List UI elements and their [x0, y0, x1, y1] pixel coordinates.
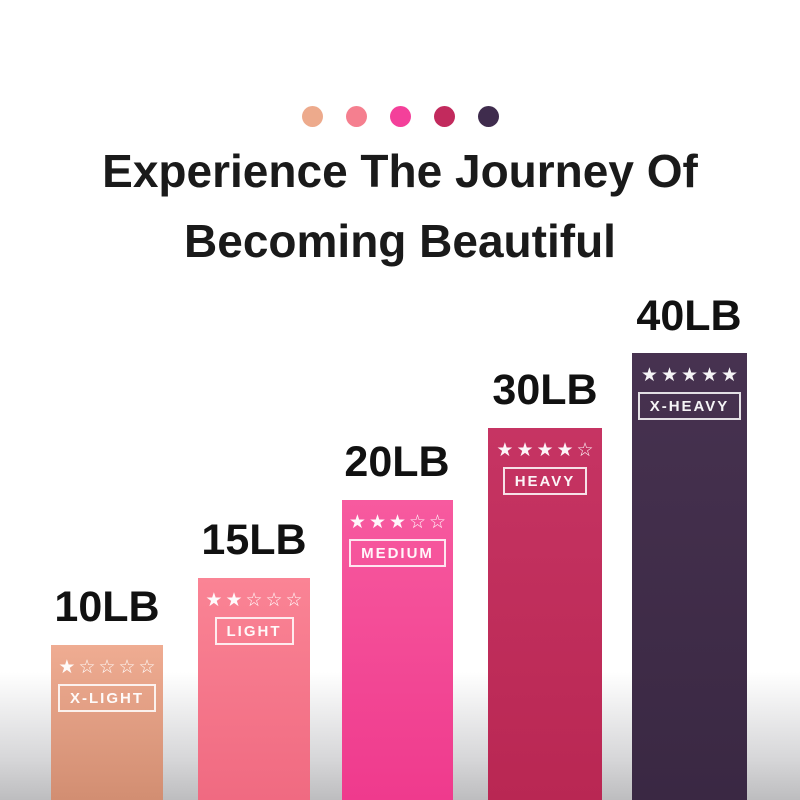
resistance-tag: X-HEAVY: [637, 392, 742, 420]
bar-weight-label-15lb: 15LB: [201, 516, 307, 564]
star-rating-icon: ★★★★★: [640, 364, 742, 386]
title-line-2: Becoming Beautiful: [184, 215, 616, 267]
star-rating-icon: ★★★☆☆: [348, 511, 450, 533]
resistance-tag: HEAVY: [502, 467, 588, 495]
bar-weight-label-40lb: 40LB: [636, 292, 742, 340]
bar-heavy: ★★★★☆ HEAVY: [488, 428, 602, 800]
bar-weight-label-30lb: 30LB: [492, 366, 598, 414]
x-light-color-dot-icon: [301, 106, 323, 127]
star-rating-icon: ★☆☆☆☆: [58, 656, 159, 678]
palette-dot-row: [0, 106, 800, 127]
resistance-tag: LIGHT: [214, 617, 294, 645]
bar-x-light: ★☆☆☆☆ X-LIGHT: [51, 645, 163, 800]
page-title: Experience The Journey Of Becoming Beaut…: [0, 148, 800, 288]
star-rating-icon: ★★★★☆: [496, 439, 597, 461]
light-color-dot-icon: [345, 106, 367, 127]
star-rating-icon: ★★☆☆☆: [205, 589, 306, 611]
medium-color-dot-icon: [389, 106, 411, 127]
bar-medium: ★★★☆☆ MEDIUM: [342, 500, 453, 800]
resistance-tag: MEDIUM: [349, 539, 446, 567]
bar-light: ★★☆☆☆ LIGHT: [198, 578, 310, 800]
x-heavy-color-dot-icon: [477, 106, 499, 127]
resistance-tag: X-LIGHT: [58, 684, 156, 712]
title-line-1: Experience The Journey Of: [102, 145, 698, 197]
bar-x-heavy: ★★★★★ X-HEAVY: [632, 353, 747, 800]
bar-weight-label-10lb: 10LB: [54, 583, 160, 631]
heavy-color-dot-icon: [433, 106, 455, 127]
bar-weight-label-20lb: 20LB: [344, 438, 450, 486]
